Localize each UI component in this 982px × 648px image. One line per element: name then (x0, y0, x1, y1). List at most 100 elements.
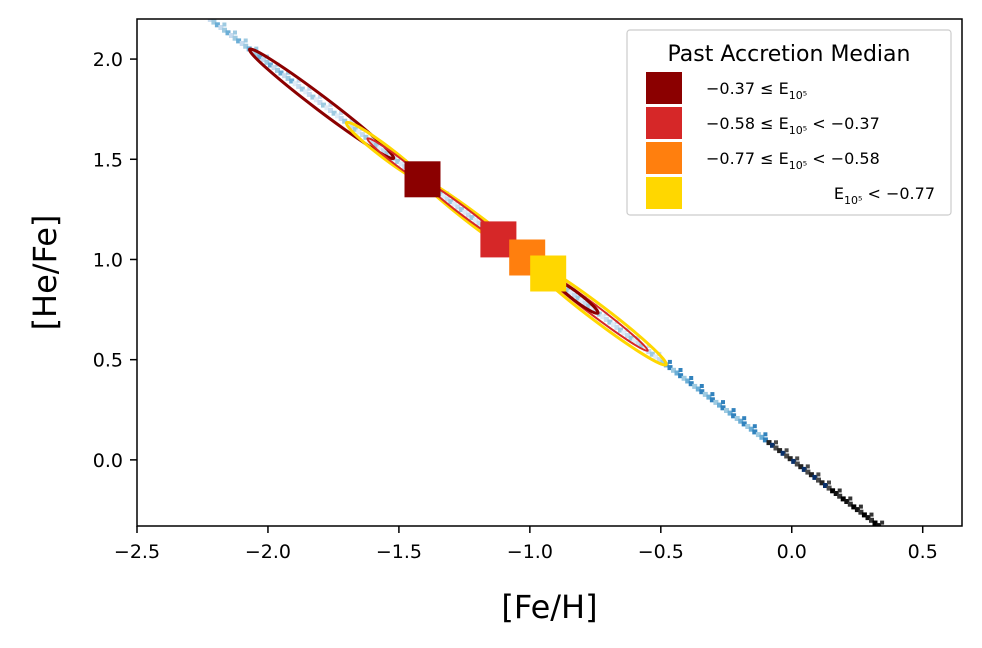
legend-swatch (646, 142, 682, 174)
x-axis-ticks: −2.5 −2.0 −1.5 −1.0 −0.5 0.0 0.5 (114, 526, 938, 563)
density-cell (310, 94, 316, 100)
density-cell (207, 19, 213, 22)
density-cell (589, 306, 595, 312)
density-cell (621, 330, 627, 336)
y-tick-label: 0.5 (93, 350, 123, 372)
density-cell (780, 450, 786, 456)
density-cell (642, 346, 648, 352)
density-cell (741, 421, 747, 427)
density-cell (275, 67, 280, 73)
density-cell (837, 488, 842, 493)
legend-entry-label: −0.58 ≤ E10⁵ < −0.37 (706, 114, 880, 137)
density-cell (363, 134, 369, 140)
density-cell (232, 35, 238, 41)
density-cell (328, 108, 333, 113)
density-cell (774, 440, 778, 445)
density-cell (331, 110, 337, 116)
density-cell (872, 520, 878, 526)
density-cell (458, 207, 464, 213)
density-cell (858, 504, 863, 509)
density-cell (773, 445, 779, 451)
density-cell (798, 464, 804, 470)
density-cell (702, 391, 708, 397)
density-cell (575, 295, 581, 301)
density-cell (398, 161, 404, 167)
density-cell (339, 110, 344, 115)
density-cell (812, 474, 818, 480)
density-cell (586, 303, 592, 309)
density-cell (211, 19, 217, 25)
density-cell (243, 43, 249, 49)
density-cell (706, 394, 712, 400)
density-cell (603, 316, 609, 322)
density-cell (784, 448, 789, 453)
density-cell (766, 440, 772, 446)
density-cell (212, 14, 216, 18)
density-cell (307, 86, 312, 91)
density-cell (816, 472, 821, 477)
density-cell (455, 204, 461, 210)
density-cell (296, 83, 302, 89)
density-cell (356, 129, 362, 135)
density-cell (823, 483, 828, 488)
density-cell (593, 308, 599, 314)
density-cell (451, 201, 457, 207)
plot-frame (136, 18, 963, 527)
density-cell (214, 22, 220, 28)
density-cell (847, 501, 853, 507)
density-cell (869, 517, 874, 523)
density-cell (253, 51, 259, 57)
density-cell (646, 349, 652, 354)
density-cell (313, 97, 319, 103)
density-cell (632, 338, 638, 344)
density-cell (851, 504, 857, 510)
density-cell (794, 461, 800, 467)
density-cell (639, 343, 645, 349)
density-cell (381, 148, 387, 154)
density-cell (568, 290, 574, 296)
x-tick-label: −2.0 (245, 541, 291, 563)
density-cell (742, 416, 747, 421)
density-cell (260, 57, 266, 63)
density-cell (271, 65, 277, 71)
density-cell (628, 335, 634, 341)
median-marker-1 (404, 161, 441, 198)
density-cell (805, 464, 810, 469)
density-cell (891, 529, 895, 533)
density-cell (660, 359, 666, 365)
density-cell (257, 54, 263, 60)
density-cell (770, 442, 775, 448)
density-cell (699, 389, 705, 395)
density-cell (901, 537, 905, 541)
density-cell (352, 126, 358, 132)
density-cell (748, 426, 754, 432)
density-cell (395, 158, 401, 164)
density-cell (830, 488, 836, 494)
density-cell (282, 73, 288, 79)
median-marker-4 (530, 255, 567, 292)
density-cell (345, 121, 351, 127)
density-cell (359, 132, 365, 138)
legend-swatch (646, 177, 682, 209)
density-cell (607, 319, 613, 325)
density-cell (880, 520, 885, 525)
density-cell (755, 432, 761, 438)
density-cell (699, 384, 704, 388)
density-cell (787, 456, 793, 462)
density-cell (469, 215, 475, 221)
density-cell (243, 38, 248, 43)
density-cell (717, 402, 722, 408)
density-cell (317, 94, 322, 99)
legend-entry-label: E10⁵ < −0.77 (834, 184, 935, 207)
density-cell (865, 515, 871, 521)
density-cell (861, 512, 867, 518)
density-cell (649, 351, 655, 357)
density-cell (689, 376, 694, 380)
density-cell (441, 193, 447, 199)
density-cell (473, 217, 478, 223)
density-cell (342, 118, 348, 124)
density-cell (727, 410, 733, 416)
density-cell (890, 534, 895, 539)
median-markers (404, 161, 567, 292)
density-cell (869, 512, 874, 517)
